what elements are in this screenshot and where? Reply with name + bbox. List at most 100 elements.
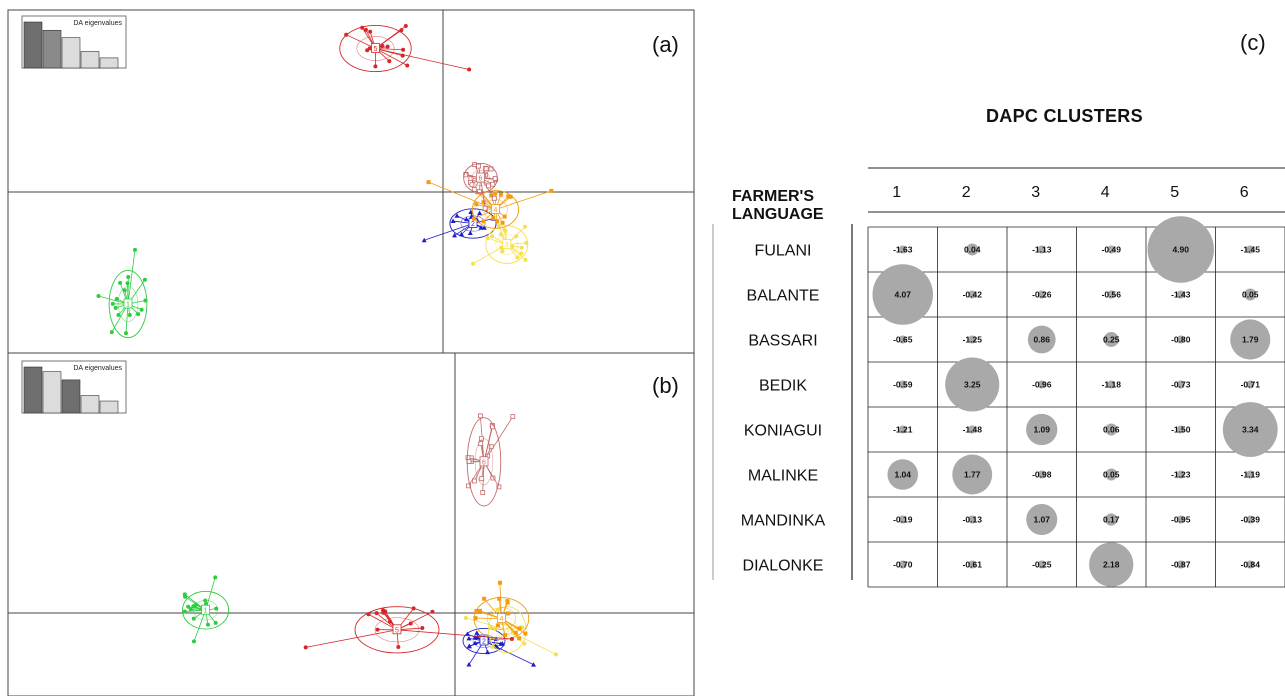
membership-bubble [1246, 245, 1255, 254]
point-a-3 [499, 245, 504, 250]
point-b-1 [183, 594, 188, 599]
membership-bubble [1176, 515, 1185, 524]
link-b-3 [465, 617, 508, 631]
point-b-5 [303, 645, 308, 650]
point-b-1 [188, 607, 193, 612]
point-a-2 [459, 231, 465, 237]
point-b-4 [523, 631, 528, 636]
group-label-box-b-5 [392, 624, 402, 635]
cell-value: -0.49 [1102, 245, 1122, 255]
eigenvalue-bar-a-1 [23, 21, 43, 69]
point-b-4 [506, 611, 511, 616]
group-label-box-b-4 [496, 613, 506, 623]
point-b-4 [503, 633, 508, 638]
row-header-malinke: MALINKE [748, 468, 818, 485]
point-b-2 [466, 635, 472, 641]
link-b-5 [305, 629, 398, 648]
membership-bubble [1105, 423, 1118, 436]
point-a-6 [491, 195, 497, 201]
cell-value: -0.71 [1241, 380, 1261, 390]
column-header-4: 4 [1101, 184, 1110, 201]
membership-bubble [945, 357, 1000, 412]
point-b-4 [474, 608, 479, 613]
membership-bubble [1246, 380, 1255, 389]
row-header-koniagui: KONIAGUI [744, 423, 822, 440]
membership-bubble-table: 1 2 3 4 5 6 FULANI -1.63 0.04 -1.13 -0.49 4.90 -1.45… [712, 167, 1285, 588]
point-b-2 [474, 634, 480, 640]
inertia-ellipse-b-4 [473, 597, 530, 641]
point-a-4 [498, 192, 503, 197]
membership-bubble [898, 425, 907, 434]
panel-c-label: (c) [1240, 30, 1266, 55]
inner-ellipse-b-6 [474, 438, 494, 486]
point-a-6 [469, 182, 475, 188]
panel-a-label: (a) [652, 32, 679, 57]
inertia-ellipse-b-5 [354, 606, 440, 654]
link-a-5 [375, 48, 470, 70]
cell-value: 0.17 [1103, 515, 1120, 525]
point-b-2 [466, 662, 472, 667]
point-a-2 [421, 237, 427, 243]
membership-bubble [968, 560, 977, 569]
point-a-6 [476, 163, 481, 169]
cell-value: 1.09 [1033, 425, 1050, 435]
inner-ellipse-a-2 [460, 215, 486, 232]
cell-value: 4.90 [1172, 245, 1189, 255]
point-b-6 [466, 483, 471, 489]
group-a-1: 1 [96, 247, 148, 339]
point-b-4 [505, 599, 510, 604]
point-b-2 [531, 662, 537, 667]
point-a-1 [136, 312, 141, 317]
point-a-1 [96, 294, 101, 299]
inertia-ellipse-a-5 [339, 24, 412, 73]
point-a-5 [400, 53, 405, 58]
group-b-6: 6 [465, 413, 516, 507]
point-a-4 [474, 202, 479, 207]
point-b-2 [474, 630, 480, 635]
cell-value: -0.87 [1171, 560, 1191, 570]
point-a-1 [109, 330, 114, 335]
point-a-1 [139, 307, 144, 312]
group-label-b-1: 1 [204, 608, 208, 615]
group-label-box-b-6 [479, 456, 489, 467]
point-a-1 [110, 301, 115, 306]
column-header-6: 6 [1240, 184, 1249, 201]
point-a-6 [490, 181, 496, 187]
eigenvalue-bar-b-4 [80, 395, 100, 414]
membership-bubble [1176, 290, 1185, 299]
cell-value: 1.79 [1242, 335, 1259, 345]
point-b-2 [466, 643, 472, 649]
point-b-5 [408, 621, 413, 626]
membership-bubble [1026, 503, 1058, 536]
point-a-4 [549, 188, 554, 193]
membership-bubble [1105, 513, 1118, 526]
eigenvalue-bar-a-2 [42, 29, 62, 69]
cell-value: -0.25 [1032, 560, 1052, 570]
group-label-b-6: 6 [482, 459, 486, 466]
point-b-6 [472, 478, 477, 484]
point-b-4 [517, 636, 522, 641]
group-label-a-6: 6 [479, 176, 483, 183]
point-a-5 [405, 63, 410, 68]
row-header-dialonke: DIALONKE [743, 558, 824, 575]
inertia-ellipse-b-3 [487, 606, 527, 654]
point-a-6 [483, 166, 489, 172]
row-header-label: FARMER'S LANGUAGE [732, 188, 842, 224]
link-a-1 [125, 303, 129, 334]
point-a-5 [368, 29, 373, 34]
point-a-1 [114, 296, 119, 301]
membership-bubble [1037, 470, 1046, 479]
point-a-1 [116, 313, 121, 318]
cell-value: 0.86 [1033, 335, 1050, 345]
group-b-1: 1 [182, 575, 230, 644]
group-label-box-a-6 [476, 172, 485, 183]
cell-value: -0.56 [1102, 290, 1122, 300]
membership-bubble [1103, 332, 1119, 347]
membership-bubble [1105, 468, 1118, 481]
point-a-3 [490, 234, 495, 239]
point-b-5 [509, 637, 514, 642]
point-a-2 [477, 210, 483, 216]
eigenvalue-bar-a-4 [80, 51, 100, 69]
point-a-3 [519, 251, 524, 256]
